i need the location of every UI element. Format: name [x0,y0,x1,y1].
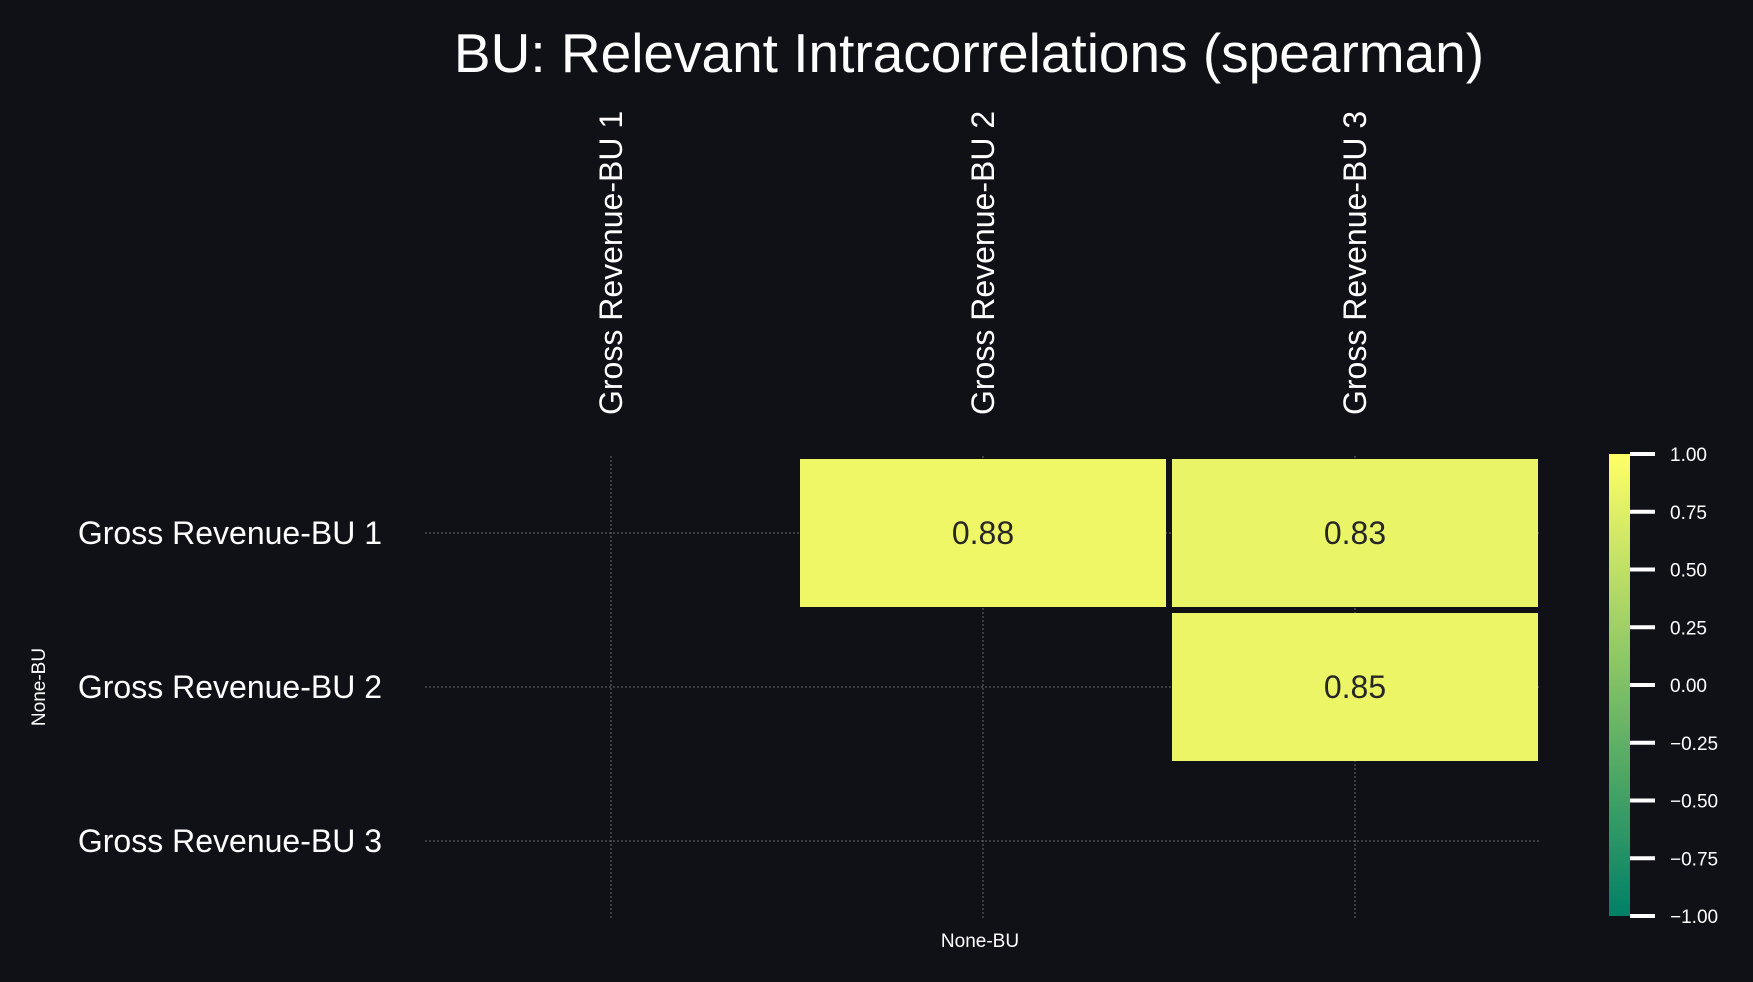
y-tick-label: Gross Revenue-BU 3 [78,823,382,859]
y-tick-label: Gross Revenue-BU 1 [78,515,382,551]
colorbar-gradient [1609,454,1630,916]
colorbar-tick-label: −0.25 [1670,734,1718,755]
heatmap-cell [1172,613,1538,761]
colorbar-tick-label: 0.75 [1670,503,1707,524]
x-tick-label: Gross Revenue-BU 1 [593,111,629,415]
colorbar-tick-label: 0.50 [1670,561,1707,582]
colorbar-tick-label: 0.25 [1670,618,1707,639]
colorbar-tick-label: 1.00 [1670,445,1707,466]
chart-title: BU: Relevant Intracorrelations (spearman… [454,22,1484,84]
colorbar: 1.00 0.75 0.50 0.25 0.00 −0.25 −0.50 −0.75 −1.00 [1609,445,1718,928]
y-tick-label: Gross Revenue-BU 2 [78,669,382,705]
cell-value-label: 0.88 [952,515,1014,551]
y-tick-labels: Gross Revenue-BU 1 Gross Revenue-BU 2 Gros… [78,515,382,859]
x-tick-label: Gross Revenue-BU 2 [965,111,1001,415]
x-tick-label: Gross Revenue-BU 3 [1337,111,1373,415]
heatmap-cell [1172,459,1538,607]
cell-value-label: 0.83 [1324,515,1386,551]
colorbar-tick-label: −0.50 [1670,792,1718,813]
x-axis-label: None-BU [941,931,1019,952]
x-tick-labels: Gross Revenue-BU 1 Gross Revenue-BU 2 Gros… [593,111,1373,415]
colorbar-tick-label: −1.00 [1670,907,1718,928]
cell-value-label: 0.85 [1324,669,1386,705]
y-axis-label: None-BU [29,648,50,726]
colorbar-tick-label: −0.75 [1670,849,1718,870]
colorbar-tick-label: 0.00 [1670,676,1707,697]
heatmap-cells: 0.88 0.83 0.85 [800,459,1538,761]
heatmap-cell [800,459,1166,607]
